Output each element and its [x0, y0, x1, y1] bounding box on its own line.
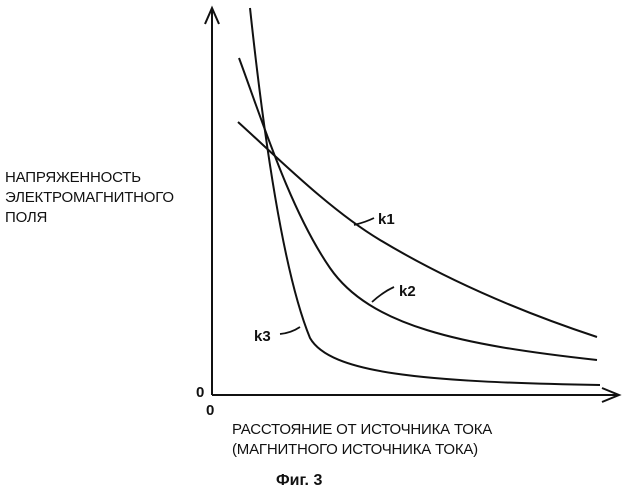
figure-caption: Фиг. 3: [276, 472, 322, 490]
x-axis-label-line-2: (МАГНИТНОГО ИСТОЧНИКА ТОКА): [232, 440, 492, 460]
y-axis-label-line-1: НАПРЯЖЕННОСТЬ: [5, 168, 174, 188]
curve-k1: [238, 122, 597, 337]
x-origin-label: 0: [206, 402, 214, 419]
curve-label-k3: k3: [254, 328, 271, 345]
y-axis-label: НАПРЯЖЕННОСТЬ ЭЛЕКТРОМАГНИТНОГО ПОЛЯ: [5, 168, 174, 228]
y-axis-label-line-3: ПОЛЯ: [5, 208, 174, 228]
k3-leader: [280, 327, 300, 334]
x-axis-label: РАССТОЯНИЕ ОТ ИСТОЧНИКА ТОКА (МАГНИТНОГО…: [232, 420, 492, 460]
curve-k2: [239, 58, 597, 360]
curve-label-k2: k2: [399, 283, 416, 300]
y-axis-label-line-2: ЭЛЕКТРОМАГНИТНОГО: [5, 188, 174, 208]
k2-leader: [372, 287, 394, 302]
k1-leader: [354, 218, 374, 225]
y-origin-label: 0: [196, 384, 204, 401]
x-axis-label-line-1: РАССТОЯНИЕ ОТ ИСТОЧНИКА ТОКА: [232, 420, 492, 440]
curve-label-k1: k1: [378, 211, 395, 228]
